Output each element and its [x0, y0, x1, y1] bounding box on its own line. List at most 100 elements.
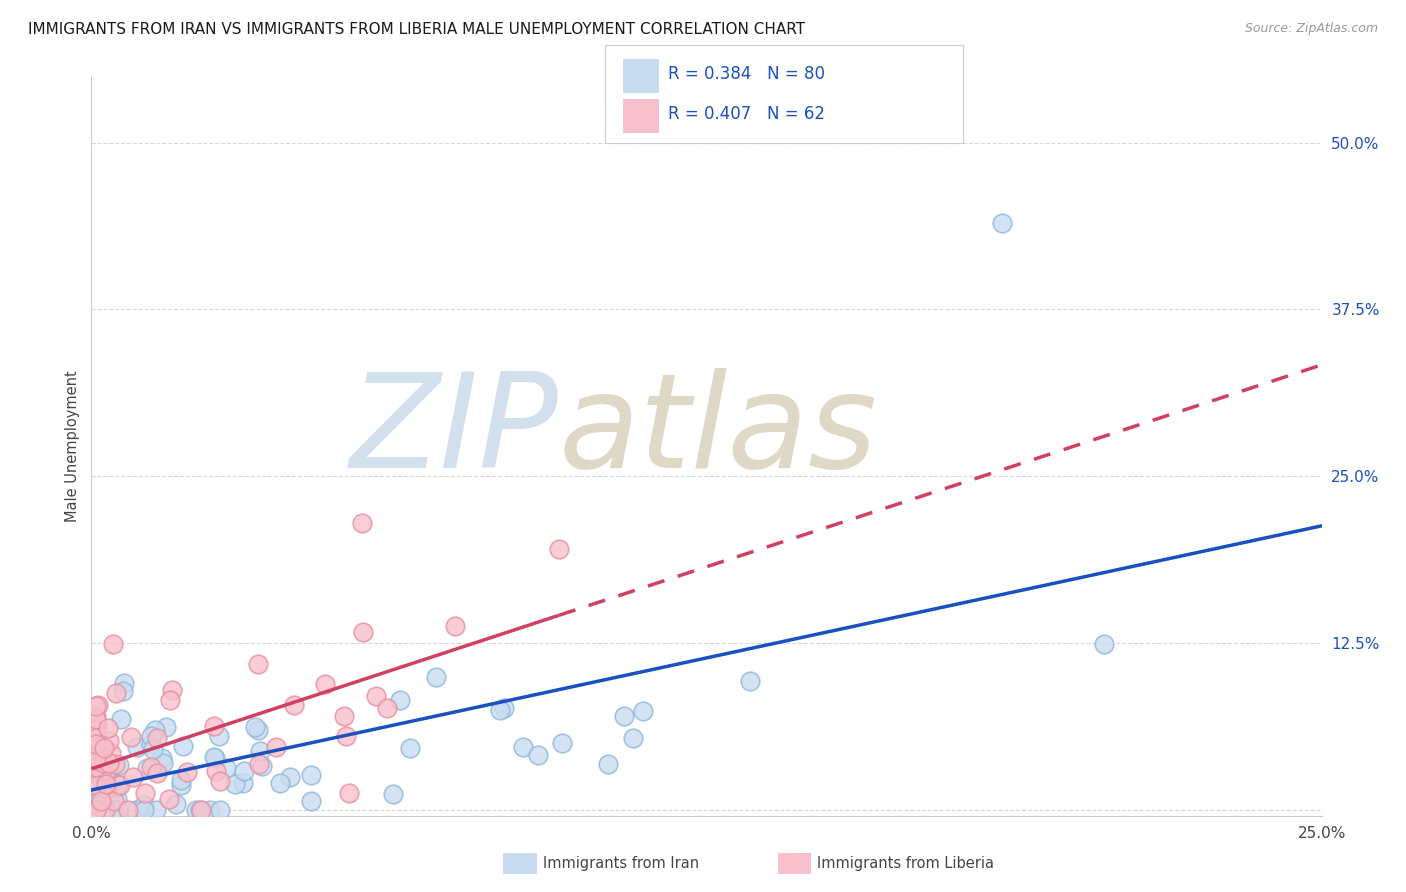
- Point: [86, 803, 108, 817]
- Point: [94, 803, 117, 817]
- Text: Immigrants from Iran: Immigrants from Iran: [543, 856, 699, 871]
- Point: [139, 729, 162, 743]
- Point: [86, 803, 108, 817]
- Point: [152, 756, 174, 770]
- Point: [127, 740, 149, 755]
- Point: [146, 765, 169, 780]
- Point: [425, 670, 447, 684]
- Point: [190, 803, 212, 817]
- Point: [91, 756, 114, 771]
- Point: [86, 749, 108, 764]
- Point: [86, 797, 108, 811]
- Point: [108, 758, 131, 772]
- Point: [512, 740, 534, 755]
- Point: [112, 683, 135, 698]
- Point: [91, 803, 114, 817]
- Point: [100, 746, 122, 760]
- Point: [86, 723, 108, 737]
- Point: [104, 756, 127, 771]
- Point: [86, 803, 108, 817]
- Point: [120, 730, 142, 744]
- Point: [245, 720, 267, 734]
- Point: [332, 709, 354, 723]
- Point: [381, 787, 404, 801]
- Point: [86, 737, 108, 751]
- Point: [215, 761, 238, 775]
- Point: [108, 778, 131, 792]
- Point: [86, 712, 108, 726]
- Point: [89, 778, 111, 792]
- Point: [139, 737, 162, 751]
- Point: [155, 720, 177, 734]
- Point: [162, 682, 184, 697]
- Point: [97, 756, 120, 771]
- Point: [139, 760, 162, 774]
- Point: [86, 759, 108, 773]
- Point: [136, 761, 159, 775]
- Point: [247, 723, 270, 737]
- Point: [87, 776, 110, 790]
- Point: [172, 739, 194, 753]
- Point: [94, 767, 117, 781]
- Point: [202, 719, 225, 733]
- Point: [337, 786, 360, 800]
- Point: [249, 744, 271, 758]
- Point: [100, 760, 122, 774]
- Point: [335, 729, 357, 743]
- Point: [134, 803, 156, 817]
- Point: [224, 777, 246, 791]
- Point: [389, 693, 412, 707]
- Point: [159, 692, 181, 706]
- Point: [134, 797, 156, 812]
- Point: [86, 803, 108, 817]
- Text: R = 0.384   N = 80: R = 0.384 N = 80: [668, 65, 825, 83]
- Point: [86, 714, 108, 728]
- Point: [125, 803, 148, 817]
- Point: [165, 797, 187, 811]
- Point: [190, 803, 212, 817]
- Point: [86, 767, 108, 781]
- Point: [170, 772, 193, 787]
- Point: [266, 740, 288, 755]
- Text: IMMIGRANTS FROM IRAN VS IMMIGRANTS FROM LIBERIA MALE UNEMPLOYMENT CORRELATION CH: IMMIGRANTS FROM IRAN VS IMMIGRANTS FROM …: [28, 22, 806, 37]
- Point: [93, 741, 115, 756]
- Point: [101, 636, 124, 650]
- Point: [246, 657, 269, 671]
- Point: [145, 803, 167, 817]
- Point: [91, 776, 114, 790]
- Point: [90, 764, 112, 779]
- Point: [146, 731, 169, 745]
- Point: [280, 770, 302, 784]
- Point: [86, 720, 108, 734]
- Point: [352, 516, 374, 530]
- Point: [87, 698, 110, 713]
- Point: [314, 677, 336, 691]
- Point: [86, 753, 108, 767]
- Point: [86, 699, 108, 714]
- Point: [117, 803, 139, 817]
- Point: [86, 709, 108, 723]
- Point: [399, 741, 422, 756]
- Point: [87, 797, 110, 812]
- Point: [205, 764, 228, 778]
- Point: [150, 751, 173, 765]
- Point: [209, 803, 232, 817]
- Text: ZIP: ZIP: [350, 368, 558, 495]
- Point: [550, 736, 572, 750]
- Point: [176, 765, 198, 780]
- Point: [101, 803, 124, 817]
- Point: [86, 751, 108, 765]
- Point: [110, 713, 132, 727]
- Text: Immigrants from Liberia: Immigrants from Liberia: [817, 856, 994, 871]
- Point: [621, 731, 644, 745]
- Point: [547, 542, 569, 557]
- Point: [98, 733, 121, 747]
- Point: [494, 700, 516, 714]
- Point: [209, 774, 232, 789]
- Point: [145, 723, 167, 737]
- Point: [198, 803, 221, 817]
- Point: [105, 777, 128, 791]
- Point: [364, 689, 387, 703]
- Point: [105, 780, 128, 794]
- Text: atlas: atlas: [558, 368, 877, 495]
